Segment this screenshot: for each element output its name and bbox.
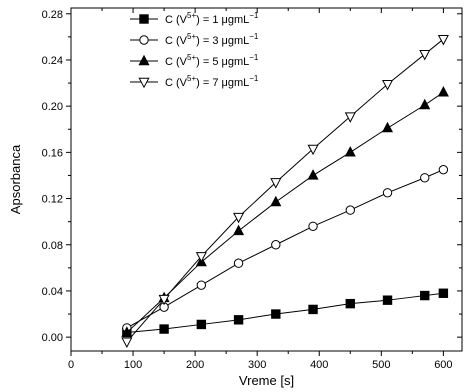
x-tick-label: 500 [372, 359, 390, 371]
x-tick-label: 100 [124, 359, 142, 371]
data-point [344, 112, 356, 123]
data-point [271, 240, 281, 250]
y-tick-label: 0.28 [42, 9, 63, 21]
data-point [158, 294, 170, 306]
series-line [126, 169, 444, 329]
x-tick-label: 300 [248, 359, 266, 371]
data-point [308, 304, 318, 315]
y-tick-label: 0.20 [42, 101, 63, 113]
data-point [233, 258, 244, 268]
x-tick-label: 400 [310, 359, 328, 371]
y-axis: 0.00 0.04 0.08 0.12 0.16 0.20 0.24 0.28 [42, 9, 462, 344]
y-tick-label: 0.12 [42, 194, 63, 206]
data-point [196, 319, 207, 330]
y-axis-title: Apsorbanca [8, 144, 23, 214]
data-point [195, 252, 207, 263]
x-axis: 0 100 200 300 400 500 600 [68, 8, 453, 371]
data-point [233, 224, 245, 236]
data-point [196, 280, 207, 290]
legend-entry: C (V5+) = 5 μgmL−1 [130, 53, 259, 68]
data-point [233, 315, 244, 325]
data-point [420, 173, 430, 183]
data-point [271, 309, 281, 319]
data-point [345, 298, 355, 309]
data-point [438, 164, 449, 175]
y-tick-label: 0.24 [42, 55, 63, 67]
y-tick-label: 0.04 [42, 286, 63, 298]
data-point [382, 188, 393, 198]
data-point [233, 212, 245, 224]
data-point [308, 221, 318, 231]
x-axis-title: Vreme [s] [239, 373, 294, 388]
legend-marker [138, 77, 150, 89]
legend-marker [139, 14, 149, 24]
x-tick-label: 200 [186, 359, 204, 371]
series-line [126, 91, 444, 333]
data-point [381, 80, 394, 91]
series-line [126, 292, 444, 334]
data-point [344, 146, 356, 157]
data-point [382, 295, 393, 305]
data-point [420, 290, 430, 301]
legend-entry: C (V5+) = 1 μgmL−1 [130, 11, 259, 26]
data-point [159, 324, 169, 334]
data-point [270, 178, 282, 189]
series-line [126, 38, 444, 343]
series-2 [122, 164, 449, 333]
data-point [381, 121, 394, 133]
y-tick-label: 0.00 [42, 332, 63, 344]
data-point [419, 49, 431, 61]
data-point [437, 86, 449, 97]
plot-frame [70, 7, 463, 352]
series-1 [122, 288, 449, 338]
data-point [437, 34, 449, 46]
y-tick-label: 0.08 [42, 240, 63, 252]
y-tick-label: 0.16 [42, 147, 63, 159]
data-point [419, 98, 431, 110]
data-point [270, 195, 282, 207]
legend-label: C (V5+) = 1 μgmL−1 [165, 11, 259, 26]
x-tick-label: 600 [434, 359, 452, 371]
legend-label: C (V5+) = 3 μgmL−1 [165, 32, 259, 47]
legend-entry: C (V5+) = 3 μgmL−1 [130, 32, 259, 47]
legend-marker [138, 54, 150, 66]
data-point [121, 337, 133, 349]
series-layer [121, 34, 449, 349]
data-point [438, 288, 449, 298]
data-point [121, 326, 133, 337]
x-tick-label: 0 [68, 359, 74, 371]
legend-entry: C (V5+) = 7 μgmL−1 [130, 74, 259, 89]
plot-border [70, 7, 463, 352]
data-point [345, 205, 355, 215]
series-4 [121, 34, 449, 349]
legend-label: C (V5+) = 7 μgmL−1 [165, 74, 259, 89]
data-point [307, 169, 319, 180]
legend: C (V5+) = 1 μgmL−1 C (V5+) = 3 μgmL−1 C (V… [130, 11, 259, 89]
legend-label: C (V5+) = 5 μgmL−1 [165, 53, 259, 68]
data-point [307, 144, 319, 156]
legend-marker [139, 35, 149, 45]
